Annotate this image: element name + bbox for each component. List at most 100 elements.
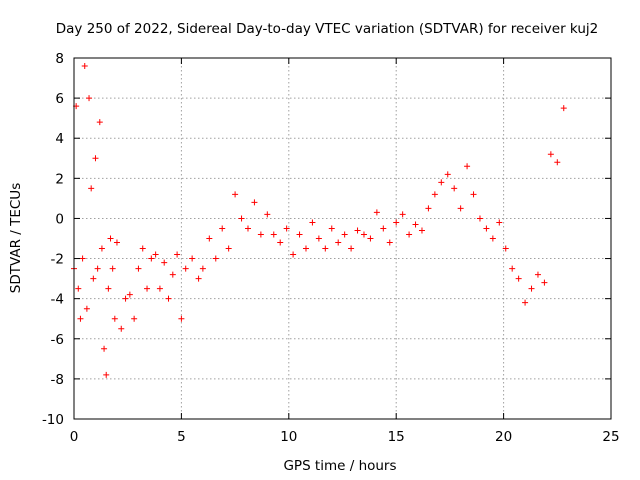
y-tick-label: 6 [55, 91, 64, 107]
data-point [509, 265, 516, 272]
data-point [109, 265, 116, 272]
data-point [496, 219, 503, 226]
data-point [232, 191, 239, 198]
data-point [90, 275, 97, 282]
data-point [290, 251, 297, 258]
data-point [105, 285, 112, 292]
data-point [457, 205, 464, 212]
data-point [165, 295, 172, 302]
data-point [111, 315, 118, 322]
y-tick-label: -6 [51, 332, 64, 348]
data-point [335, 239, 342, 246]
data-point [212, 255, 219, 262]
data-point [425, 205, 432, 212]
grid [74, 58, 611, 419]
data-point [169, 271, 176, 278]
data-point [309, 219, 316, 226]
x-tick-label: 0 [70, 429, 79, 445]
data-point [135, 265, 142, 272]
data-point [296, 231, 303, 238]
data-point [161, 259, 168, 266]
data-point [264, 211, 271, 218]
data-point [79, 255, 86, 262]
x-tick-label: 25 [602, 429, 619, 445]
data-point [315, 235, 322, 242]
data-point [77, 315, 84, 322]
data-point [476, 215, 483, 222]
data-point [483, 225, 490, 232]
data-point [244, 225, 251, 232]
data-point [75, 285, 82, 292]
data-point [360, 231, 367, 238]
data-point [96, 119, 103, 126]
data-point [189, 255, 196, 262]
data-point [386, 239, 393, 246]
data-point [178, 315, 185, 322]
data-point [528, 285, 535, 292]
data-point [522, 299, 529, 306]
y-axis: -10 -8 -6 -4 -2 0 2 4 6 8 [42, 51, 611, 428]
data-point [464, 163, 471, 170]
data-point [373, 209, 380, 216]
data-point [560, 105, 567, 112]
plot-frame [73, 57, 612, 420]
data-point [174, 251, 181, 258]
data-point [131, 315, 138, 322]
data-point [418, 227, 425, 234]
data-point [438, 179, 445, 186]
data-point [534, 271, 541, 278]
data-point [139, 245, 146, 252]
data-point [354, 227, 361, 234]
data-point [88, 185, 95, 192]
data-point [328, 225, 335, 232]
data-point [182, 265, 189, 272]
data-point [489, 235, 496, 242]
data-point [431, 191, 438, 198]
data-point [399, 211, 406, 218]
x-axis-label: GPS time / hours [283, 458, 396, 474]
data-point [515, 275, 522, 282]
data-point [126, 291, 133, 298]
data-point [144, 285, 151, 292]
data-point [367, 235, 374, 242]
data-point [156, 285, 163, 292]
data-point [83, 305, 90, 312]
data-point [251, 199, 258, 206]
data-point [322, 245, 329, 252]
data-point [451, 185, 458, 192]
x-axis: 0 5 10 15 20 25 [70, 58, 620, 445]
data-point [152, 251, 159, 258]
data-point [113, 239, 120, 246]
data-point [199, 265, 206, 272]
x-tick-label: 5 [177, 429, 186, 445]
data-point [547, 151, 554, 158]
data-point [94, 265, 101, 272]
x-tick-label: 10 [280, 429, 297, 445]
data-point [444, 171, 451, 178]
y-tick-label: 2 [55, 171, 64, 187]
data-point [257, 231, 264, 238]
data-point [270, 231, 277, 238]
data-point [554, 159, 561, 166]
data-point [107, 235, 114, 242]
x-tick-label: 15 [388, 429, 405, 445]
y-tick-label: -2 [51, 252, 64, 268]
y-tick-label: 0 [55, 211, 64, 227]
data-point [406, 231, 413, 238]
data-point [103, 371, 110, 378]
data-point [283, 225, 290, 232]
data-point [86, 95, 93, 102]
y-tick-label: -4 [51, 292, 64, 308]
y-tick-label: -10 [42, 412, 64, 428]
data-point [238, 215, 245, 222]
data-point [393, 219, 400, 226]
series-sdtvar [71, 63, 567, 378]
y-tick-label: -8 [51, 372, 64, 388]
data-point [81, 63, 88, 70]
data-point [92, 155, 99, 162]
y-tick-label: 8 [55, 51, 64, 67]
data-point [98, 245, 105, 252]
y-axis-label: SDTVAR / TECUs [8, 183, 24, 293]
data-point [101, 345, 108, 352]
